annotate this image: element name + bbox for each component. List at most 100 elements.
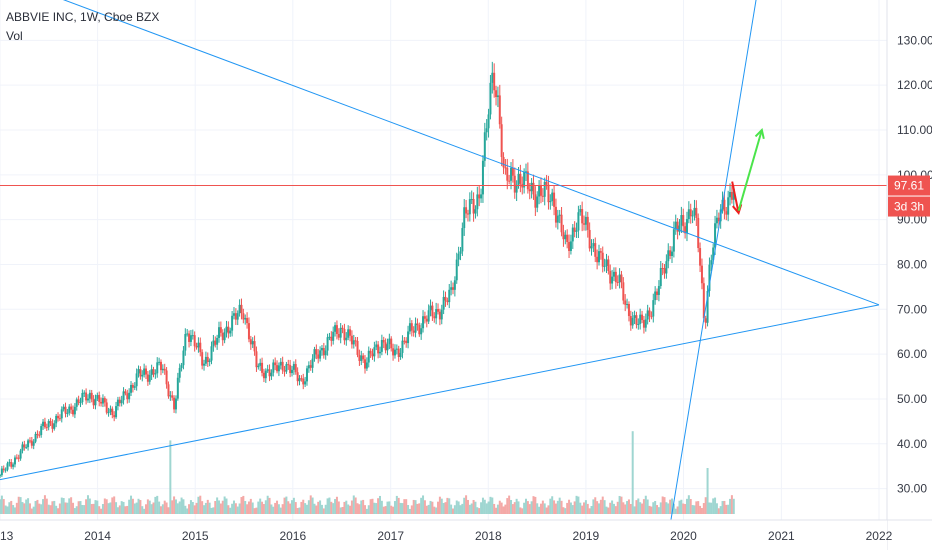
candle-body xyxy=(568,242,571,251)
candle-body xyxy=(137,369,140,374)
candle-body xyxy=(27,440,30,448)
volume-bar xyxy=(448,498,451,514)
volume-bar xyxy=(60,497,63,514)
candle-body xyxy=(259,362,262,366)
arrow-up-shaft[interactable] xyxy=(737,129,763,211)
volume-bar xyxy=(349,505,352,514)
candle-body xyxy=(214,340,217,345)
volume-bar xyxy=(36,499,39,514)
volume-bar xyxy=(19,497,22,514)
volume-bar xyxy=(478,508,481,514)
price-tick-label: 130.00 xyxy=(897,33,932,47)
candle-body xyxy=(75,399,78,407)
volume-bar xyxy=(569,502,572,514)
price-tags: 97.61 3d 3h xyxy=(888,175,930,217)
candle-body xyxy=(450,287,453,290)
candle-body xyxy=(83,392,86,394)
candle-body xyxy=(553,192,556,207)
time-tick-label: 2013 xyxy=(0,529,14,543)
candle-body xyxy=(49,421,52,424)
volume-bar xyxy=(118,505,121,514)
candle-body xyxy=(330,336,333,341)
candle-body xyxy=(650,316,653,318)
volume-bar xyxy=(388,501,391,514)
volume-bar xyxy=(380,500,383,514)
candle-body xyxy=(191,335,194,337)
volume-label[interactable]: Vol xyxy=(6,29,23,43)
volume-bar xyxy=(635,500,638,514)
candle-body xyxy=(150,369,153,376)
candle-body xyxy=(189,335,192,342)
volume-bar xyxy=(176,503,179,514)
arrow-down-shaft[interactable] xyxy=(731,181,740,214)
candle-body xyxy=(410,323,413,331)
volume-bar xyxy=(551,496,554,514)
candle-body xyxy=(231,315,234,331)
candle-body xyxy=(8,462,11,464)
trendline-steep-support[interactable] xyxy=(670,0,757,521)
candle-body xyxy=(468,199,471,215)
price-tick-label: 70.00 xyxy=(897,302,927,316)
volume-bar xyxy=(287,501,290,514)
volume-bar xyxy=(73,508,76,514)
volume-bar xyxy=(320,504,323,514)
candle-body xyxy=(319,350,322,359)
volume-bar xyxy=(476,507,479,514)
time-axis-panel[interactable] xyxy=(0,520,887,550)
volume-bar xyxy=(364,505,367,514)
volume-bar xyxy=(700,508,703,514)
candle-body xyxy=(152,369,155,375)
candle-body xyxy=(678,225,681,232)
volume-bar xyxy=(135,502,138,514)
volume-bar xyxy=(90,503,93,514)
volume-bar xyxy=(174,499,177,514)
volume-bar xyxy=(88,498,91,514)
volume-bar xyxy=(307,500,310,514)
candle-body xyxy=(427,310,430,322)
volume-bar xyxy=(100,508,103,514)
candle-body xyxy=(292,364,295,370)
volume-bar xyxy=(517,501,520,514)
candle-body xyxy=(502,156,505,168)
candle-body xyxy=(115,406,118,418)
volume-bar xyxy=(169,440,172,514)
candle-body xyxy=(268,369,271,377)
candle-body xyxy=(6,463,9,470)
candle-body xyxy=(341,327,344,329)
volume-bar xyxy=(105,499,108,514)
candle-body xyxy=(599,251,602,253)
symbol-title[interactable]: ABBVIE INC, 1W, Cboe BZX xyxy=(6,10,160,24)
candle-body xyxy=(262,372,265,379)
candle-body xyxy=(433,316,436,319)
trendline-upper-resistance[interactable] xyxy=(40,0,880,306)
candle-body xyxy=(238,304,241,314)
volume-bar xyxy=(335,496,338,514)
candle-body xyxy=(12,464,15,467)
volume-bar xyxy=(549,498,552,514)
candle-body xyxy=(656,291,659,295)
candle-body xyxy=(519,173,522,184)
trendline-lower-support[interactable] xyxy=(0,304,880,481)
volume-bar xyxy=(285,496,288,514)
candle-body xyxy=(180,365,183,368)
candle-body xyxy=(564,234,567,240)
volume-bar xyxy=(717,508,720,514)
volume-bars xyxy=(0,431,735,514)
candle-body xyxy=(249,339,252,345)
volume-bar xyxy=(204,502,207,514)
candle-body xyxy=(386,344,389,351)
time-tick-label: 2018 xyxy=(475,529,502,543)
candle-body xyxy=(276,365,279,372)
candle-body xyxy=(388,338,391,345)
price-axis-panel[interactable] xyxy=(887,0,932,520)
candle-body xyxy=(714,223,717,248)
candle-body xyxy=(4,469,7,471)
candle-body xyxy=(706,290,709,323)
volume-bar xyxy=(377,498,380,514)
drawing-tools[interactable] xyxy=(0,0,887,521)
arrow-up-head xyxy=(754,127,765,140)
candle-body xyxy=(236,313,239,320)
volume-bar xyxy=(148,500,151,514)
